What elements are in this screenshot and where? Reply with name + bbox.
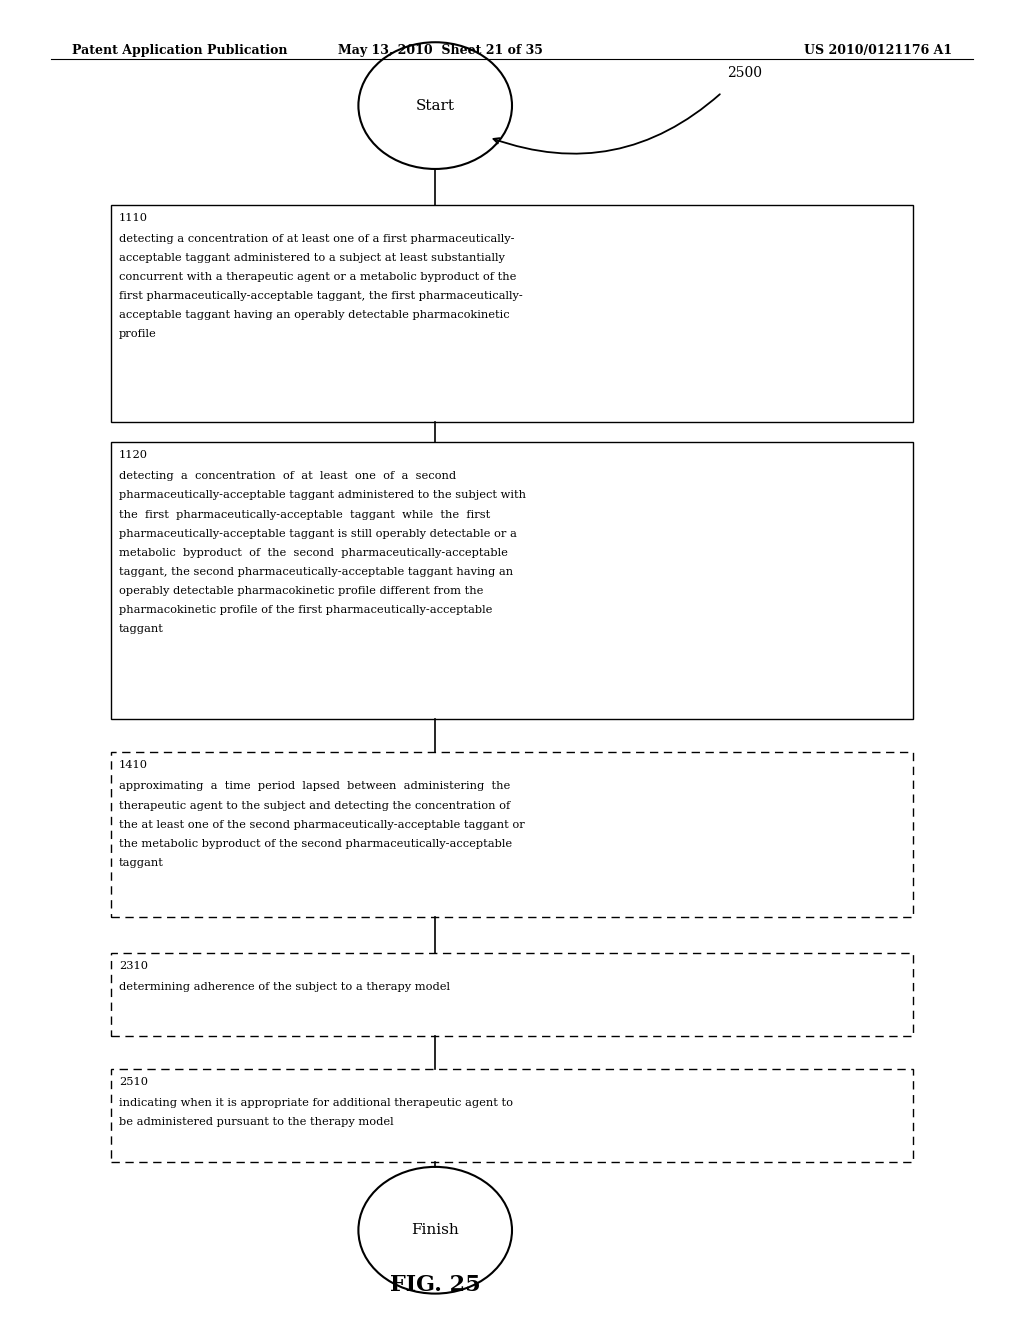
Text: FIG. 25: FIG. 25: [390, 1274, 480, 1296]
Text: acceptable taggant administered to a subject at least substantially: acceptable taggant administered to a sub…: [119, 253, 505, 263]
Text: 2500: 2500: [727, 66, 762, 79]
Text: metabolic  byproduct  of  the  second  pharmaceutically-acceptable: metabolic byproduct of the second pharma…: [119, 548, 508, 558]
Bar: [111, 953, 913, 1036]
Text: Start: Start: [416, 99, 455, 112]
Text: determining adherence of the subject to a therapy model: determining adherence of the subject to …: [119, 982, 450, 993]
Text: 1120: 1120: [119, 450, 147, 461]
Bar: [111, 752, 913, 917]
Text: detecting  a  concentration  of  at  least  one  of  a  second: detecting a concentration of at least on…: [119, 471, 456, 482]
Text: taggant: taggant: [119, 624, 164, 635]
Text: the metabolic byproduct of the second pharmaceutically-acceptable: the metabolic byproduct of the second ph…: [119, 840, 512, 849]
Text: 1110: 1110: [119, 213, 147, 223]
Text: the  first  pharmaceutically-acceptable  taggant  while  the  first: the first pharmaceutically-acceptable ta…: [119, 510, 490, 520]
Bar: [111, 205, 913, 422]
Text: 2310: 2310: [119, 961, 147, 972]
Text: detecting a concentration of at least one of a first pharmaceutically-: detecting a concentration of at least on…: [119, 234, 514, 244]
Text: operably detectable pharmacokinetic profile different from the: operably detectable pharmacokinetic prof…: [119, 586, 483, 597]
Bar: [111, 1069, 913, 1162]
Text: first pharmaceutically-acceptable taggant, the first pharmaceutically-: first pharmaceutically-acceptable taggan…: [119, 290, 522, 301]
Text: pharmaceutically-acceptable taggant is still operably detectable or a: pharmaceutically-acceptable taggant is s…: [119, 528, 517, 539]
Text: May 13, 2010  Sheet 21 of 35: May 13, 2010 Sheet 21 of 35: [338, 44, 543, 57]
Text: indicating when it is appropriate for additional therapeutic agent to: indicating when it is appropriate for ad…: [119, 1098, 513, 1109]
Bar: [111, 442, 913, 719]
Text: concurrent with a therapeutic agent or a metabolic byproduct of the: concurrent with a therapeutic agent or a…: [119, 272, 516, 282]
Text: the at least one of the second pharmaceutically-acceptable taggant or: the at least one of the second pharmaceu…: [119, 820, 524, 830]
Text: pharmacokinetic profile of the first pharmaceutically-acceptable: pharmacokinetic profile of the first pha…: [119, 605, 493, 615]
Text: Patent Application Publication: Patent Application Publication: [72, 44, 287, 57]
Text: US 2010/0121176 A1: US 2010/0121176 A1: [804, 44, 952, 57]
Text: profile: profile: [119, 330, 157, 339]
Text: pharmaceutically-acceptable taggant administered to the subject with: pharmaceutically-acceptable taggant admi…: [119, 490, 525, 500]
Text: acceptable taggant having an operably detectable pharmacokinetic: acceptable taggant having an operably de…: [119, 310, 509, 321]
Text: 1410: 1410: [119, 760, 147, 771]
Text: Finish: Finish: [412, 1224, 459, 1237]
Text: 2510: 2510: [119, 1077, 147, 1088]
Text: taggant, the second pharmaceutically-acceptable taggant having an: taggant, the second pharmaceutically-acc…: [119, 568, 513, 577]
Text: be administered pursuant to the therapy model: be administered pursuant to the therapy …: [119, 1117, 393, 1127]
Text: approximating  a  time  period  lapsed  between  administering  the: approximating a time period lapsed betwe…: [119, 781, 510, 792]
Text: therapeutic agent to the subject and detecting the concentration of: therapeutic agent to the subject and det…: [119, 800, 510, 810]
Text: taggant: taggant: [119, 858, 164, 869]
